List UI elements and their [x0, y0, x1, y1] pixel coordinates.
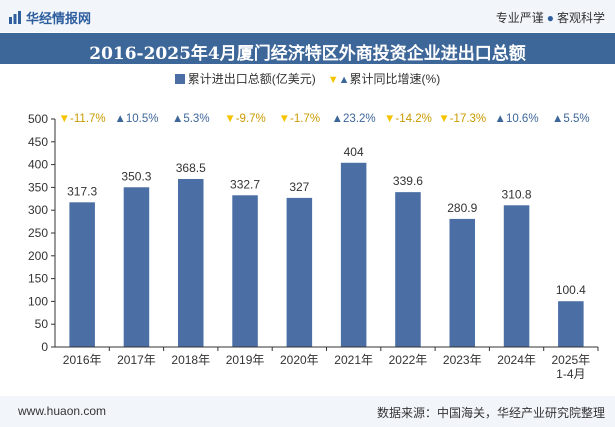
legend: 累计进出口总额(亿美元) ▼▲累计同比增速(%): [0, 70, 615, 87]
down-triangle-icon: ▼: [279, 113, 290, 125]
growth-label-up: ▲10.5%: [114, 113, 158, 125]
x-tick-label: 2019年: [226, 353, 265, 367]
bar-value-label: 327: [289, 180, 309, 194]
y-tick-label: 100: [28, 294, 48, 308]
growth-label-up: ▲5.3%: [172, 113, 210, 125]
y-tick-label: 400: [28, 158, 48, 172]
x-tick-label: 2024年: [497, 353, 536, 367]
x-tick-label: 2023年: [443, 353, 482, 367]
up-triangle-icon: ▲: [172, 113, 183, 125]
growth-label-up: ▲5.5%: [552, 113, 590, 125]
bar-value-label: 350.3: [121, 169, 151, 183]
growth-label-down: ▼-14.2%: [384, 113, 432, 125]
bar: [177, 178, 204, 347]
down-triangle-icon: ▼: [224, 113, 235, 125]
bar-value-label: 317.3: [67, 184, 97, 198]
bar-value-label: 100.4: [556, 283, 586, 297]
bar: [449, 218, 476, 347]
logo-text: 华经情报网: [26, 11, 92, 26]
bar-value-label: 280.9: [447, 201, 477, 215]
bar: [558, 301, 584, 347]
bar-value-label: 339.6: [393, 174, 423, 188]
bar: [286, 197, 313, 347]
footer-source: 数据来源：中国海关，华经产业研究院整理: [376, 406, 605, 420]
y-axis: 0 50 100 150 200 250 300 350 400 450 500: [28, 112, 56, 354]
slogan-left: 专业严谨: [495, 11, 544, 25]
bar: [503, 205, 530, 347]
legend-bar-label: 累计进出口总额(亿美元): [187, 72, 316, 86]
up-triangle-icon: ▲: [332, 113, 343, 125]
bar: [69, 202, 95, 347]
bar-value-label: 332.7: [230, 177, 260, 191]
bar-value-label: 310.8: [502, 187, 532, 201]
x-tick-label: 2020年: [280, 353, 319, 367]
bars: 317.3 350.3 368.5 332.7 327 404 339.6 280.9 310.…: [67, 145, 586, 347]
up-triangle-icon: ▲: [552, 113, 563, 125]
x-tick-label: 2021年: [334, 353, 373, 367]
bar: [123, 187, 150, 347]
legend-bar-swatch: [174, 74, 185, 84]
legend-down-triangle-icon: ▼: [327, 74, 339, 86]
growth-row: ▼-11.7% ▲10.5% ▲5.3% ▼-9.7% ▼-1.7% ▲23.2% ▼-14…: [59, 113, 590, 125]
x-tick-label: 1-4月: [556, 367, 585, 381]
bar: [340, 162, 367, 347]
bar: [232, 195, 258, 347]
down-triangle-icon: ▼: [438, 113, 449, 125]
growth-label-up: ▲10.6%: [495, 113, 539, 125]
bar-value-label: 404: [344, 145, 364, 159]
y-tick-label: 300: [28, 203, 48, 217]
slogan: 专业严谨 ● 客观科学: [496, 9, 605, 26]
footer-website: www.huaon.com: [18, 404, 107, 418]
logo-icon: [9, 11, 21, 24]
down-triangle-icon: ▼: [384, 113, 395, 125]
y-tick-label: 0: [41, 340, 48, 354]
x-tick-label: 2025年: [551, 353, 590, 367]
up-triangle-icon: ▲: [114, 113, 125, 125]
growth-label-down: ▼-1.7%: [279, 113, 320, 125]
bar-chart: ▼-11.7% ▲10.5% ▲5.3% ▼-9.7% ▼-1.7% ▲23.2% ▼-14…: [28, 112, 599, 381]
x-axis: 2016年 2017年 2018年 2019年 2020年 2021年 2022年 2023年…: [55, 346, 599, 381]
slogan-dot: ●: [546, 11, 554, 25]
y-tick-label: 250: [28, 226, 48, 240]
logo: 华经情报网: [8, 8, 91, 27]
footer: www.huaon.com 数据来源：中国海关，华经产业研究院整理: [0, 396, 615, 427]
growth-label-down: ▼-17.3%: [438, 113, 486, 125]
chart-title: 2016-2025年4月厦门经济特区外商投资企业进出口总额: [89, 44, 526, 64]
y-tick-label: 50: [35, 317, 49, 331]
bar: [395, 192, 421, 347]
title-bar: 2016-2025年4月厦门经济特区外商投资企业进出口总额: [0, 33, 615, 64]
growth-label-down: ▼-11.7%: [59, 113, 106, 125]
x-tick-label: 2016年: [63, 353, 102, 367]
y-tick-label: 500: [28, 112, 48, 126]
x-tick-label: 2022年: [389, 353, 428, 367]
y-tick-label: 350: [28, 180, 48, 194]
y-tick-label: 450: [28, 135, 48, 149]
x-tick-label: 2018年: [171, 353, 210, 367]
bar-value-label: 368.5: [176, 161, 206, 175]
legend-up-triangle-icon: ▲: [338, 74, 350, 86]
x-tick-label: 2017年: [117, 353, 156, 367]
up-triangle-icon: ▲: [495, 113, 506, 125]
slogan-right: 客观科学: [556, 11, 605, 25]
y-tick-label: 200: [28, 249, 48, 263]
legend-growth-label: 累计同比增速(%): [349, 72, 441, 86]
top-bar: 华经情报网 专业严谨 ● 客观科学: [0, 0, 615, 32]
y-tick-label: 150: [28, 272, 48, 286]
growth-label-up: ▲23.2%: [332, 113, 376, 125]
down-triangle-icon: ▼: [59, 113, 70, 125]
growth-label-down: ▼-9.7%: [224, 113, 265, 125]
